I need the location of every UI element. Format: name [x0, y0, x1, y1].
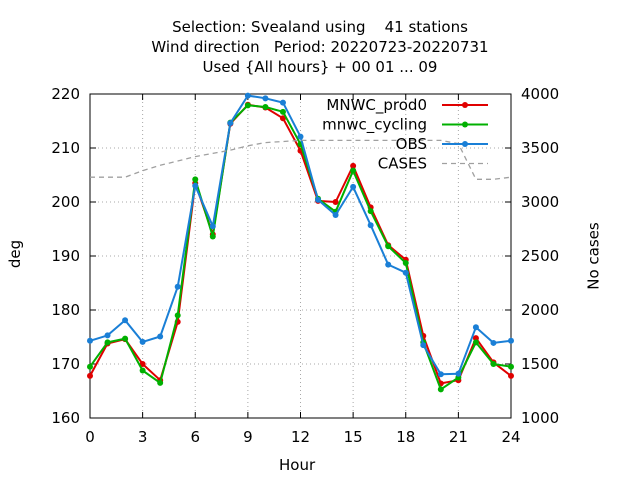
data-point-mnwc-cycling [350, 167, 357, 174]
data-point-mnwc-cycling [437, 386, 444, 393]
data-point-obs [104, 332, 111, 339]
data-point-obs [262, 95, 269, 102]
data-point-obs [122, 317, 129, 324]
data-point-mnwc-cycling [174, 312, 181, 319]
legend-marker-mnwc-prod0 [462, 102, 468, 108]
data-point-mnwc-cycling [490, 361, 497, 367]
data-point-mnwc-prod0 [508, 372, 514, 379]
x-tick-label: 15 [344, 428, 363, 446]
x-tick-label: 12 [291, 428, 310, 446]
data-point-mnwc-prod0 [472, 335, 479, 342]
data-point-mnwc-cycling [279, 108, 286, 115]
y2-tick-label: 1500 [521, 355, 559, 373]
data-point-mnwc-cycling [139, 367, 146, 374]
data-point-mnwc-cycling [244, 102, 251, 109]
x-tick-label: 3 [138, 428, 148, 446]
data-point-mnwc-cycling [104, 339, 111, 346]
y2-axis-title: No cases [584, 222, 603, 290]
data-point-obs [385, 261, 392, 268]
data-point-mnwc-prod0 [332, 199, 339, 205]
data-point-mnwc-cycling [87, 363, 93, 370]
y-tick-label: 220 [51, 85, 80, 103]
chart-title-line-2: Wind direction Period: 20220723-20220731 [151, 38, 489, 56]
data-point-obs [87, 337, 93, 344]
x-tick-label: 21 [449, 428, 468, 446]
data-point-mnwc-cycling [262, 103, 269, 110]
y-tick-label: 180 [51, 301, 80, 319]
legend-marker-obs [462, 141, 468, 147]
data-point-obs [455, 370, 462, 377]
data-point-obs [332, 211, 339, 218]
data-point-obs [192, 182, 199, 189]
x-axis-title: Hour [279, 456, 316, 474]
data-point-obs [174, 283, 181, 290]
data-point-obs [350, 183, 357, 190]
data-point-obs [508, 337, 514, 344]
y2-tick-label: 3000 [521, 193, 559, 211]
legend-label-mnwc-cycling: mnwc_cycling [322, 116, 427, 135]
data-point-obs [490, 339, 497, 346]
data-point-obs [244, 92, 251, 99]
x-tick-label: 24 [501, 428, 520, 446]
legend-label-cases: CASES [378, 155, 427, 173]
data-point-mnwc-cycling [472, 339, 479, 346]
x-tick-label: 6 [190, 428, 200, 446]
data-point-mnwc-cycling [402, 260, 409, 267]
chart-title-line-1: Selection: Svealand using 41 stations [172, 18, 468, 36]
data-point-mnwc-cycling [192, 176, 199, 183]
legend-label-mnwc-prod0: MNWC_prod0 [326, 96, 427, 115]
y-tick-label: 160 [51, 409, 80, 427]
x-tick-label: 18 [396, 428, 415, 446]
data-point-obs [402, 269, 409, 276]
data-point-mnwc-cycling [157, 379, 164, 386]
data-point-obs [297, 133, 304, 140]
x-tick-label: 9 [243, 428, 253, 446]
data-point-obs [315, 196, 322, 203]
legend-marker-mnwc-cycling [462, 121, 468, 128]
legend-label-obs: OBS [396, 135, 427, 153]
data-point-obs [437, 371, 444, 378]
y2-tick-label: 2000 [521, 301, 559, 319]
y2-tick-label: 4000 [521, 85, 559, 103]
y-tick-label: 210 [51, 139, 80, 157]
x-tick-label: 0 [85, 428, 95, 446]
data-point-obs [367, 222, 374, 229]
data-point-obs [139, 338, 146, 345]
data-point-mnwc-prod0 [87, 372, 93, 379]
data-point-obs [209, 223, 216, 230]
data-point-mnwc-cycling [508, 363, 514, 370]
y-tick-label: 190 [51, 247, 80, 265]
data-point-obs [157, 333, 164, 340]
data-point-obs [279, 99, 286, 106]
y-axis-title: deg [6, 239, 25, 269]
y2-tick-label: 1000 [521, 409, 559, 427]
data-point-mnwc-cycling [122, 335, 129, 342]
data-point-mnwc-prod0 [279, 115, 286, 122]
data-point-mnwc-cycling [385, 243, 392, 250]
data-point-mnwc-prod0 [139, 361, 146, 367]
data-point-obs [420, 342, 427, 349]
data-point-obs [472, 324, 479, 331]
chart-title-line-3: Used {All hours} + 00 01 ... 09 [202, 58, 438, 76]
y2-tick-label: 2500 [521, 247, 559, 265]
y2-tick-label: 3500 [521, 139, 559, 157]
data-point-obs [227, 120, 234, 127]
y-tick-label: 200 [51, 193, 80, 211]
series-line-cases [90, 139, 512, 180]
data-point-mnwc-cycling [209, 233, 216, 240]
data-point-mnwc-prod0 [350, 162, 357, 169]
data-point-mnwc-cycling [367, 208, 374, 215]
y-tick-label: 170 [51, 355, 80, 373]
